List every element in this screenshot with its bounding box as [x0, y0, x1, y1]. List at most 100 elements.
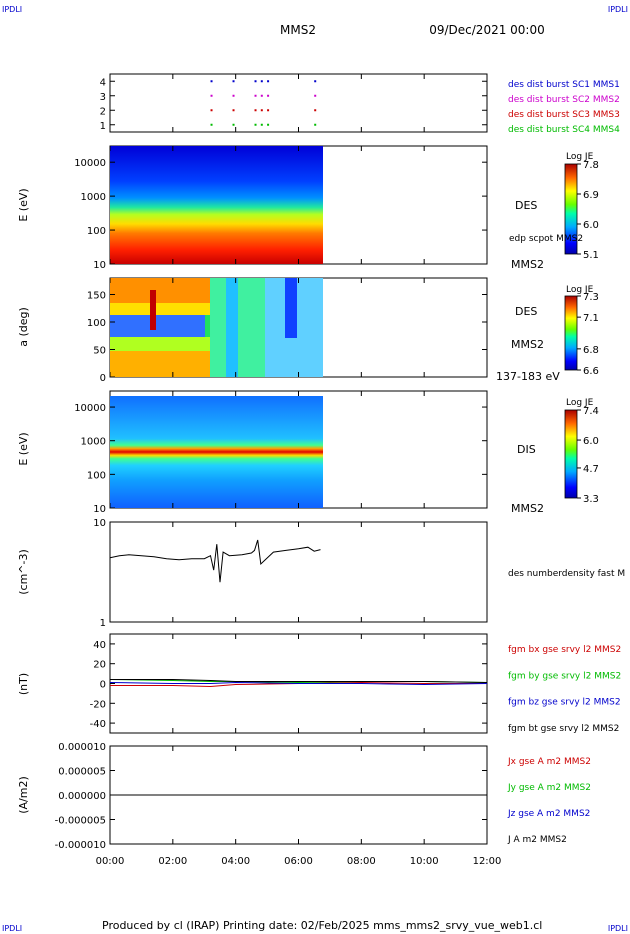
panel-3-label-mid: MMS2	[511, 338, 544, 351]
panel-4-label-bottom: MMS2	[511, 502, 544, 515]
burst-marker	[267, 109, 270, 112]
burst-marker	[254, 123, 257, 126]
y-tick-label: -20	[90, 699, 106, 710]
y-tick-label: 10	[93, 260, 106, 271]
panel-2-label-bottom: MMS2	[511, 258, 544, 271]
y-tick-label: 1	[100, 618, 106, 629]
colorbar-tick-label: 5.1	[583, 250, 599, 261]
legend-entry: Jy gse A m2 MMS2	[507, 783, 591, 793]
y-tick-label: 2	[100, 106, 106, 117]
legend-entry: des dist burst SC4 MMS4	[508, 125, 620, 135]
datetime-title: 09/Dec/2021 00:00	[429, 23, 545, 37]
panel-3-ylabel: a (deg)	[17, 307, 30, 347]
burst-marker	[210, 80, 213, 83]
legend-entry: des dist burst SC3 MMS3	[508, 110, 620, 120]
footer-text: Produced by cl (IRAP) Printing date: 02/…	[102, 919, 542, 932]
panel-2-ylabel: E (eV)	[17, 188, 30, 221]
burst-marker	[260, 80, 263, 83]
panel-5-frame	[109, 521, 488, 623]
burst-marker	[210, 123, 213, 126]
y-tick-label: 10	[93, 504, 106, 515]
legend-entry: fgm by gse srvy l2 MMS2	[508, 671, 621, 681]
y-tick-label: 1	[100, 121, 106, 132]
y-tick-label: 3	[100, 92, 106, 103]
series-line	[110, 679, 488, 683]
y-tick-label: 0.000010	[58, 742, 106, 753]
panel-3-label-bottom: 137-183 eV	[496, 370, 560, 383]
panel-1-frame	[109, 73, 488, 133]
panel-3-label-top: DES	[515, 305, 537, 318]
x-tick-label: 04:00	[221, 856, 250, 867]
burst-marker	[232, 80, 235, 83]
x-tick-label: 02:00	[158, 856, 187, 867]
colorbar-tick-label: 6.8	[583, 345, 599, 356]
colorbar-tick-label: 6.0	[583, 436, 599, 447]
colorbar-tick-label: 6.9	[583, 190, 599, 201]
svg-text:Log JE: Log JE	[566, 398, 594, 408]
burst-marker	[314, 94, 317, 97]
legend-entry: des dist burst SC1 MMS1	[508, 80, 620, 90]
x-tick-label: 08:00	[347, 856, 376, 867]
series-line	[109, 681, 488, 686]
burst-marker	[254, 109, 257, 112]
y-tick-label: 10000	[74, 158, 106, 169]
burst-marker	[232, 94, 235, 97]
legend-entry: des dist burst SC2 MMS2	[508, 95, 620, 105]
corner-label-bottom-left: IPDLI	[2, 924, 22, 933]
y-tick-label: 0	[100, 373, 106, 384]
panel-4-label-top: DIS	[517, 443, 536, 456]
y-tick-label: 100	[87, 318, 106, 329]
y-tick-label: 100	[87, 226, 106, 237]
y-tick-label: 1000	[81, 192, 106, 203]
burst-marker	[232, 109, 235, 112]
panel-2-label-top: DES	[515, 199, 537, 212]
legend-entry: des numberdensity fast M	[508, 569, 625, 579]
series-line	[110, 681, 487, 688]
colorbar-1: Log JE	[564, 152, 594, 255]
corner-label-bottom-right: IPDLI	[608, 924, 628, 933]
legend-entry: Jz gse A m2 MMS2	[507, 809, 590, 819]
y-tick-label: 100	[87, 470, 106, 481]
x-tick-label: 06:00	[284, 856, 313, 867]
x-tick-label: 00:00	[96, 856, 125, 867]
x-tick-label: 10:00	[410, 856, 439, 867]
y-tick-label: 50	[93, 346, 106, 357]
y-tick-label: -40	[90, 719, 106, 730]
colorbar-3: Log JE	[564, 398, 594, 499]
corner-label-top-left: IPDLI	[2, 5, 22, 14]
y-tick-label: 0	[100, 680, 106, 691]
legend-entry: fgm bt gse srvy l2 MMS2	[508, 724, 619, 734]
burst-marker	[314, 80, 317, 83]
panel-4-ylabel: E (eV)	[17, 432, 30, 465]
y-tick-label: 10000	[74, 403, 106, 414]
corner-label-top-right: IPDLI	[608, 5, 628, 14]
legend-entry: fgm bz gse srvy l2 MMS2	[508, 698, 621, 708]
series-line	[109, 539, 321, 583]
burst-marker	[267, 80, 270, 83]
burst-marker	[314, 123, 317, 126]
burst-marker	[232, 123, 235, 126]
legend-entry: Jx gse A m2 MMS2	[507, 757, 591, 767]
burst-marker	[267, 94, 270, 97]
colorbar-tick-label: 7.8	[583, 160, 599, 171]
y-tick-label: 0.000005	[58, 767, 106, 778]
colorbar-tick-label: 7.1	[583, 313, 599, 324]
burst-marker	[260, 109, 263, 112]
y-tick-label: 0.000000	[58, 791, 106, 802]
legend-entry: fgm bx gse srvy l2 MMS2	[508, 645, 621, 655]
burst-marker	[254, 80, 257, 83]
svg-text:Log JE: Log JE	[566, 152, 594, 162]
panel-6-ylabel: (nT)	[17, 673, 30, 695]
y-tick-label: 4	[100, 77, 106, 88]
colorbar-tick-label: 3.3	[583, 494, 599, 505]
y-tick-label: 10	[93, 518, 106, 529]
y-tick-label: 20	[93, 660, 106, 671]
spacecraft-title: MMS2	[280, 23, 316, 37]
burst-marker	[267, 123, 270, 126]
y-tick-label: -0.000005	[55, 816, 106, 827]
colorbar-tick-label: 4.7	[583, 464, 599, 475]
burst-marker	[260, 94, 263, 97]
x-tick-label: 12:00	[473, 856, 502, 867]
y-tick-label: 40	[93, 640, 106, 651]
